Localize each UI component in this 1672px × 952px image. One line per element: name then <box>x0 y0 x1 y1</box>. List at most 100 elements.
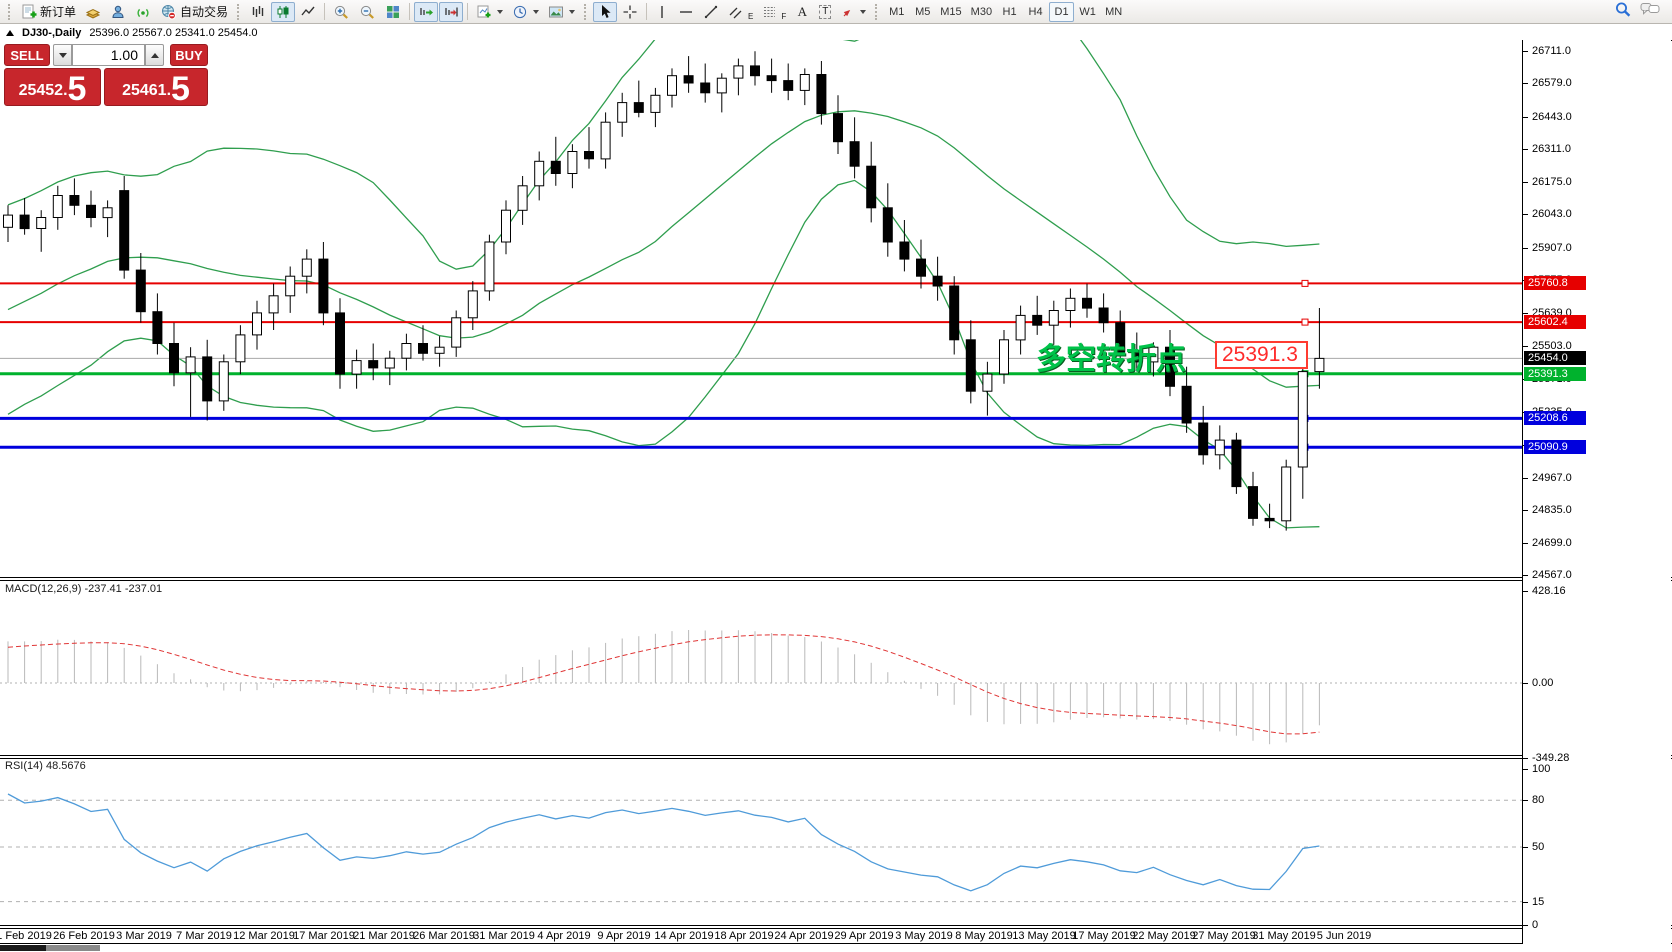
candle-body <box>567 151 578 174</box>
candle-body <box>882 207 893 243</box>
toolbar-grip[interactable] <box>875 3 879 20</box>
text-label-tool[interactable]: T <box>814 2 836 22</box>
sell-price-button[interactable]: 25452. 5 <box>4 68 101 106</box>
auto-trading-label: 自动交易 <box>180 5 229 19</box>
candle-body <box>1131 351 1142 363</box>
axis-tick-mark <box>1523 901 1528 903</box>
candle-body <box>965 339 976 392</box>
cursor-icon <box>597 4 613 20</box>
window-collapse-icon[interactable] <box>6 29 14 36</box>
candle-body <box>716 77 727 94</box>
candle-body <box>700 82 711 94</box>
line-chart-mode-button[interactable] <box>296 2 320 22</box>
text-tool[interactable]: A <box>791 2 813 22</box>
toolbar-grip[interactable] <box>584 3 588 20</box>
scrollbar-track-segment[interactable] <box>46 945 100 951</box>
arrows-tool-dropdown[interactable] <box>837 2 870 22</box>
timeframe-d1[interactable]: D1 <box>1049 1 1075 22</box>
timeframe-w1[interactable]: W1 <box>1079 5 1096 18</box>
macd-panel-chart[interactable] <box>0 582 1522 755</box>
candlestick-chart[interactable] <box>0 40 1522 577</box>
periods-dropdown[interactable] <box>508 2 543 22</box>
date-axis-label: 17 Mar 2019 <box>293 930 355 942</box>
line-handle-marker <box>1301 279 1309 287</box>
rsi-axis-tick: 50 <box>1532 841 1545 853</box>
date-axis-label: 31 Mar 2019 <box>473 930 535 942</box>
tile-windows-icon <box>385 4 401 20</box>
zoom-out-button[interactable] <box>355 2 380 22</box>
chart-annotation-text[interactable]: 多空转折点 <box>1036 343 1186 376</box>
panel-separator[interactable] <box>0 580 1672 581</box>
chat-icon[interactable] <box>1640 1 1660 22</box>
trendline-tool[interactable] <box>699 2 723 22</box>
history-center-button[interactable] <box>81 2 105 22</box>
toolbar-grip[interactable] <box>237 3 241 20</box>
volume-increase-button[interactable] <box>145 44 164 66</box>
search-icon[interactable] <box>1614 1 1632 23</box>
candle-body <box>517 185 528 211</box>
chart-shift-button[interactable] <box>439 1 464 22</box>
toolbar-separator <box>646 3 648 20</box>
chart-annotation-price-box[interactable]: 25391.3 <box>1215 341 1308 369</box>
trendline-icon <box>703 4 719 20</box>
timeframe-m15[interactable]: M15 <box>940 5 962 18</box>
candle-body <box>301 258 312 277</box>
panel-border <box>0 943 1672 944</box>
accounts-button[interactable] <box>106 2 130 22</box>
crosshair-tool-button[interactable] <box>618 2 642 22</box>
timeframe-mn[interactable]: MN <box>1105 5 1123 18</box>
candle-body <box>849 141 860 167</box>
auto-scroll-button[interactable] <box>414 1 439 22</box>
panel-separator[interactable] <box>0 758 1672 759</box>
price-axis[interactable]: 26711.0 26579.0 26443.0 26311.0 26175.0 26043… <box>1523 40 1671 944</box>
new-order-button[interactable]: 新订单 <box>17 2 80 22</box>
cursor-tool-button[interactable] <box>593 1 618 22</box>
sell-button[interactable]: SELL <box>4 44 50 66</box>
equidistant-channel-tool[interactable]: E <box>724 2 757 22</box>
candle-body <box>799 74 810 91</box>
axis-tick-mark <box>1523 313 1528 315</box>
candle-body <box>1165 346 1175 387</box>
signals-button[interactable] <box>131 2 155 22</box>
fibonacci-tool[interactable]: F <box>758 2 790 22</box>
date-axis-label: 24 Apr 2019 <box>774 930 834 942</box>
rsi-axis-tick: 100 <box>1532 763 1551 775</box>
chart-shift-icon <box>443 4 459 20</box>
timeframe-m30[interactable]: M30 <box>970 5 993 18</box>
timeframe-h1[interactable]: H1 <box>1002 5 1017 18</box>
date-axis[interactable]: 1 Feb 2019 26 Feb 2019 3 Mar 2019 7 Mar 201… <box>0 929 1522 943</box>
axis-tick-mark <box>1523 769 1528 770</box>
toolbar-grip[interactable] <box>8 3 12 20</box>
timeframe-h4[interactable]: H4 <box>1028 5 1043 18</box>
candlestick-mode-button[interactable] <box>271 1 296 22</box>
templates-dropdown[interactable] <box>544 2 579 22</box>
rsi-line <box>7 793 1320 892</box>
candle-body <box>252 312 262 336</box>
volume-decrease-button[interactable] <box>53 44 72 66</box>
vertical-line-tool[interactable] <box>651 2 673 22</box>
candle-body <box>484 241 495 292</box>
tile-windows-button[interactable] <box>381 2 405 22</box>
price-axis-tick: 24699.0 <box>1532 537 1572 550</box>
zoom-in-button[interactable] <box>329 2 354 22</box>
scrollbar-thumb[interactable] <box>0 945 46 951</box>
spinner-down-icon <box>58 52 67 58</box>
price-line-tag: 25602.4 <box>1524 315 1586 330</box>
ohlc-values: 25396.0 25567.0 25341.0 25454.0 <box>89 26 258 39</box>
horizontal-line-tool[interactable] <box>674 2 698 22</box>
timeframe-m5[interactable]: M5 <box>915 5 931 18</box>
timeframe-m1[interactable]: M1 <box>889 5 905 18</box>
auto-trading-button[interactable]: 自动交易 <box>156 2 232 22</box>
price-axis-tick: 26579.0 <box>1532 77 1572 90</box>
candlestick-icon <box>275 4 291 20</box>
bar-chart-mode-button[interactable] <box>246 2 270 22</box>
crosshair-icon <box>622 4 638 20</box>
rsi-panel-chart[interactable] <box>0 759 1522 925</box>
buy-button[interactable]: BUY <box>170 44 208 66</box>
candle-body <box>36 217 47 229</box>
symbol-title: DJ30-,Daily <box>22 26 82 39</box>
new-chart-dropdown[interactable] <box>472 2 507 22</box>
buy-price-button[interactable]: 25461. 5 <box>104 68 208 106</box>
candle-body <box>501 209 511 243</box>
volume-input[interactable]: 1.00 <box>72 44 145 66</box>
